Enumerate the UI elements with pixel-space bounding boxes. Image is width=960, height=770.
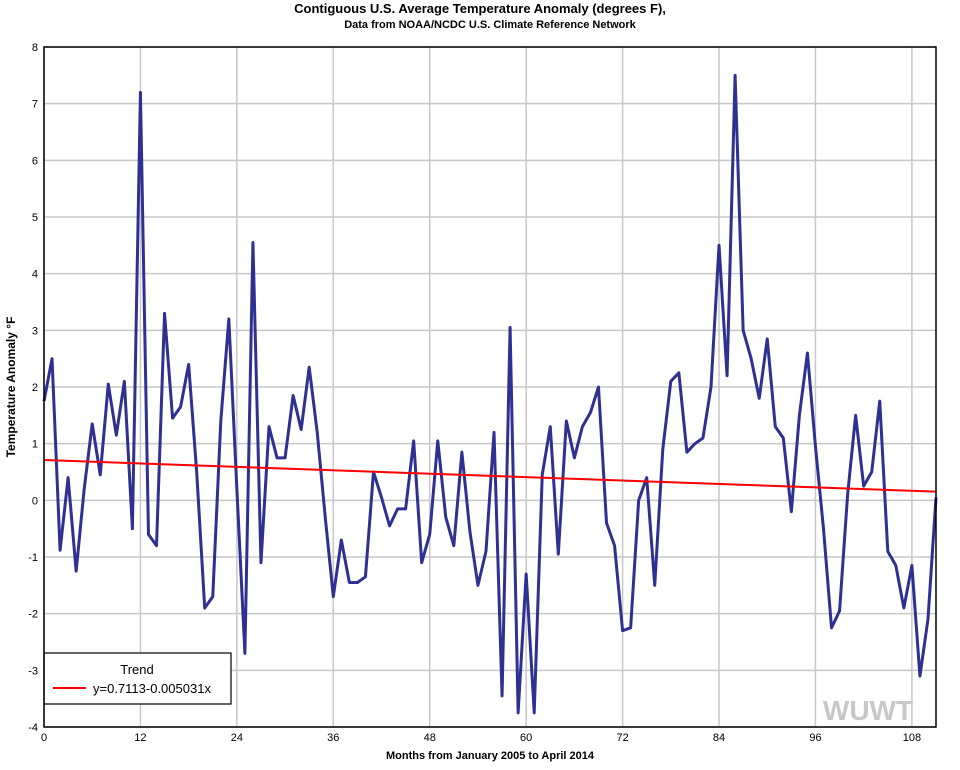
y-tick-label: 1 bbox=[32, 439, 38, 451]
y-tick-label: 6 bbox=[32, 155, 38, 167]
x-tick-label: 84 bbox=[713, 732, 725, 744]
y-tick-label: 7 bbox=[32, 99, 38, 111]
legend-entry-trend: y=0.7113-0.005031x bbox=[93, 681, 211, 696]
y-tick-label: 0 bbox=[32, 495, 38, 507]
x-tick-label: 48 bbox=[424, 732, 436, 744]
chart-subtitle: Data from NOAA/NCDC U.S. Climate Referen… bbox=[344, 19, 636, 31]
x-axis-label: Months from January 2005 to April 2014 bbox=[386, 750, 595, 762]
watermark: WUWT bbox=[823, 695, 913, 726]
y-tick-label: 8 bbox=[32, 42, 38, 54]
x-tick-label: 36 bbox=[327, 732, 339, 744]
y-tick-label: 3 bbox=[32, 325, 38, 337]
x-tick-label: 108 bbox=[903, 732, 921, 744]
plot-frame bbox=[43, 46, 937, 728]
trend-line bbox=[43, 459, 937, 493]
y-tick-label: 5 bbox=[32, 212, 38, 224]
x-tick-label: 24 bbox=[231, 732, 243, 744]
legend-box bbox=[43, 652, 232, 705]
chart-title: Contiguous U.S. Average Temperature Anom… bbox=[294, 1, 666, 16]
x-tick-label: 60 bbox=[520, 732, 532, 744]
x-tick-label: 0 bbox=[41, 732, 47, 744]
y-tick-label: 2 bbox=[32, 382, 38, 394]
y-tick-label: -4 bbox=[28, 722, 38, 734]
x-tick-label: 72 bbox=[616, 732, 628, 744]
legend-title: Trend bbox=[120, 662, 153, 677]
y-tick-label: -1 bbox=[28, 552, 38, 564]
legend: Trend y=0.7113-0.005031x bbox=[43, 652, 232, 705]
y-tick-label: 4 bbox=[32, 269, 38, 281]
y-tick-label: -2 bbox=[28, 609, 38, 621]
anomaly-series-line bbox=[42, 73, 938, 715]
x-tick-label: 96 bbox=[809, 732, 821, 744]
x-tick-label: 12 bbox=[134, 732, 146, 744]
y-tick-label: -3 bbox=[28, 665, 38, 677]
y-axis-label: Temperature Anomaly °F bbox=[4, 317, 18, 458]
